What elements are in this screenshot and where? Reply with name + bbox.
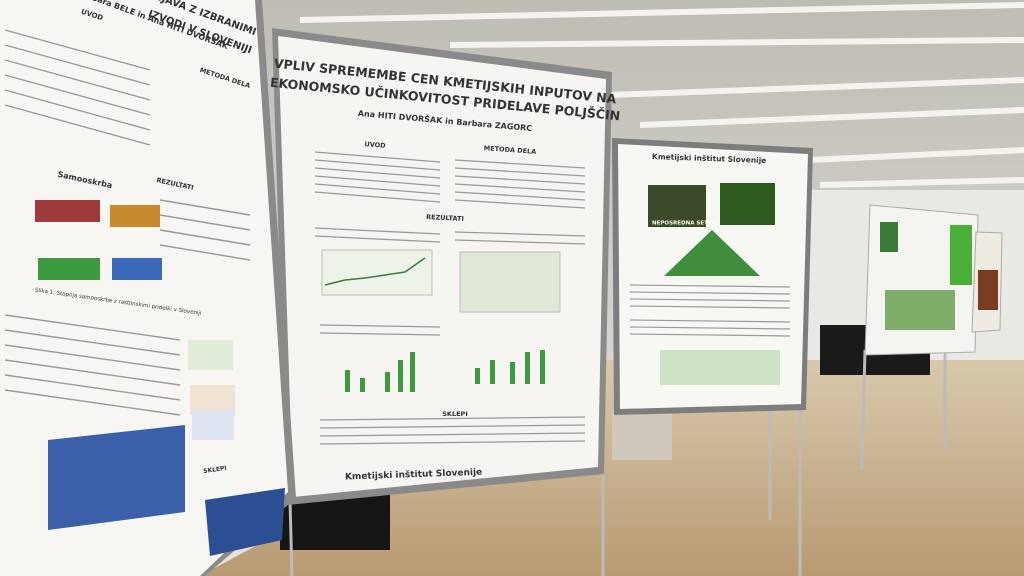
poster-photo bbox=[880, 222, 898, 252]
poster-photo bbox=[648, 185, 706, 227]
chart-line-drawing bbox=[324, 257, 426, 286]
section-heading: REZULTATI bbox=[426, 213, 464, 223]
poster-table bbox=[885, 290, 955, 330]
poster-triangle bbox=[664, 230, 760, 276]
poster-chart bbox=[321, 249, 433, 296]
poster-photo bbox=[978, 270, 998, 310]
poster-band bbox=[950, 225, 972, 285]
poster-logo: Kmetijski inštitut Slovenije bbox=[345, 467, 483, 483]
poster-table bbox=[660, 350, 780, 385]
ceiling-stripes bbox=[299, 2, 1024, 188]
poster-text-lines bbox=[629, 284, 791, 337]
poster-table bbox=[48, 425, 185, 530]
poster-bars bbox=[35, 200, 100, 222]
poster-photo bbox=[720, 183, 775, 225]
photo-label: NEPOSREDNA SETEV bbox=[652, 221, 717, 227]
poster-text-lines bbox=[4, 29, 251, 416]
stands bbox=[288, 349, 947, 576]
section-heading: UVOD bbox=[364, 140, 386, 149]
box bbox=[612, 410, 672, 460]
floor bbox=[200, 360, 1024, 576]
poster-text-lines bbox=[314, 151, 586, 445]
section-heading: METODA DELA bbox=[483, 144, 536, 156]
poster-chart bbox=[188, 340, 233, 370]
poster-bars bbox=[345, 350, 545, 392]
poster-logo: Kmetijski inštitut Slovenije bbox=[652, 152, 767, 165]
poster-box bbox=[205, 488, 285, 556]
section-heading: SKLEPI bbox=[203, 465, 227, 475]
poster-table bbox=[459, 251, 561, 313]
poster-bars bbox=[110, 205, 160, 227]
poster-bars bbox=[38, 258, 100, 280]
poster-chart bbox=[192, 410, 234, 440]
section-heading: SKLEPI bbox=[442, 410, 467, 418]
poster-bars bbox=[112, 258, 162, 280]
